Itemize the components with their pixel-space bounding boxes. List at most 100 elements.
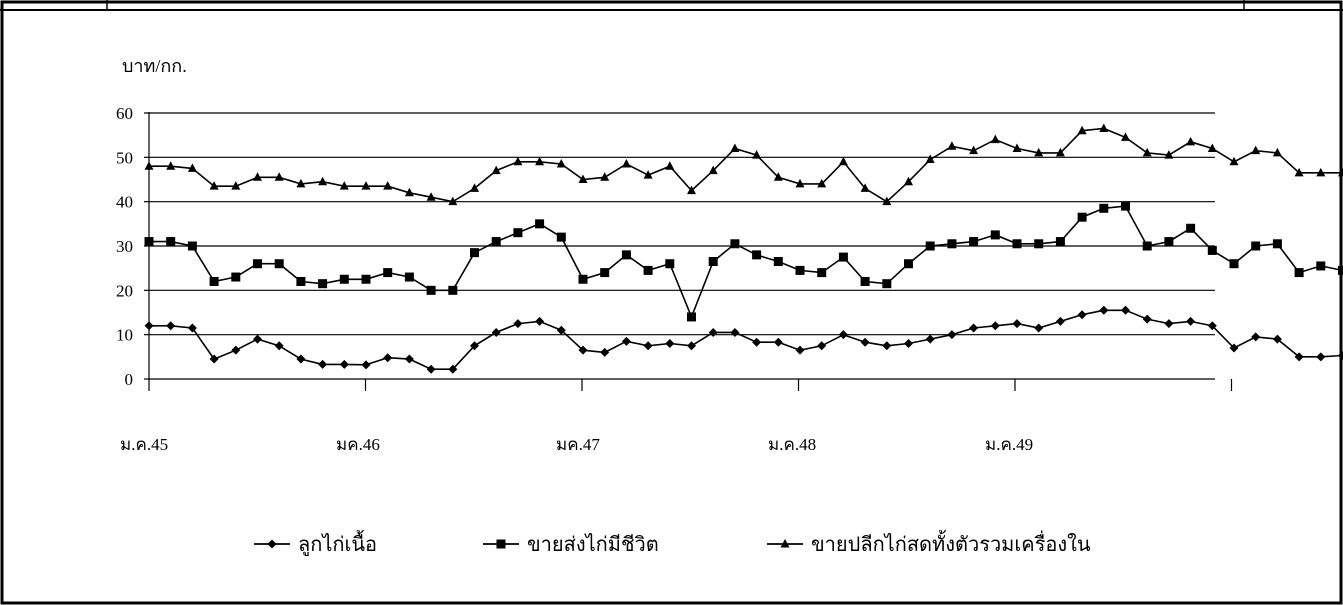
data-point [339,274,349,284]
data-point [496,539,506,549]
data-point [470,341,479,351]
data-point [795,178,805,188]
data-point [1121,132,1130,141]
data-point [1077,125,1087,135]
data-point [1207,143,1217,152]
series-3 [144,123,1343,206]
data-point [556,158,566,168]
legend-label: ขายส่งไก่มีชีวิต [527,533,659,556]
data-point [990,134,1000,144]
data-point [969,237,979,247]
data-point [773,257,783,267]
data-point [556,325,566,335]
data-point [426,285,436,295]
data-point [318,176,328,186]
data-point [404,354,414,364]
data-point [1077,212,1087,222]
data-point [838,252,848,262]
data-point [209,276,219,286]
data-point [404,272,414,282]
data-point [535,219,545,229]
data-point [947,330,957,340]
data-point [1251,145,1261,155]
data-point [1034,147,1044,157]
data-point [231,181,241,190]
data-point [231,345,241,355]
data-point [253,334,262,344]
data-point [296,354,306,364]
data-point [339,359,349,369]
data-point [1142,241,1152,251]
data-point [1186,136,1196,146]
data-point [969,323,979,333]
legend-item: ขายส่งไก่มีชีวิต [483,533,659,556]
data-point [621,250,631,260]
y-tick-label: 0 [125,370,134,389]
series-1 [144,305,1343,374]
data-point [687,341,696,351]
data-point [166,237,176,247]
y-tick-label: 60 [116,104,133,123]
data-point [665,339,675,349]
data-point [1164,319,1174,329]
data-point [1077,310,1087,320]
data-point [187,241,197,251]
data-point [1251,241,1261,251]
data-point [1121,305,1130,315]
data-point [426,192,436,201]
data-point [860,183,870,192]
data-point [491,237,501,247]
data-point [1229,156,1239,166]
y-tick-label: 50 [116,148,133,167]
data-point [752,250,762,260]
data-point [535,156,545,166]
data-point [318,279,328,289]
data-point [296,276,306,286]
data-point [448,285,458,295]
data-point [643,170,653,179]
legend-item: ขายปลีกไก่สดทั้งตัวรวมเครื่องใน [767,530,1091,556]
data-point [383,181,393,190]
data-point [361,360,371,370]
data-point [730,143,740,152]
data-point [274,172,284,181]
data-point [1207,321,1217,331]
data-point [1294,167,1304,177]
data-point [253,172,262,181]
data-point [817,268,827,278]
data-point [817,341,827,351]
data-point [1338,265,1343,275]
data-point [274,341,284,351]
data-point [621,336,631,346]
gridlines [149,112,1215,336]
data-point [404,187,414,197]
data-point [578,274,588,284]
data-point [361,181,371,190]
x-tick-label: ม.ค.49 [985,435,1033,454]
data-point [556,232,566,242]
data-point [643,265,653,275]
data-point [1229,259,1239,269]
data-point [535,316,545,326]
data-point [1164,237,1174,247]
data-point [187,323,197,333]
series [144,123,1343,374]
data-point [665,161,675,170]
data-point [1272,147,1282,157]
data-point [318,359,328,369]
y-tick-label: 20 [116,281,133,300]
y-tick-label: 30 [116,237,133,256]
data-point [752,337,762,347]
data-point [144,237,154,247]
data-point [513,156,523,166]
data-point [904,339,913,349]
data-point [795,265,805,275]
series-line [149,309,1343,371]
data-point [904,176,913,186]
y-tick-label: 10 [116,326,133,345]
data-point [144,321,154,331]
legend-label: ขายปลีกไก่สดทั้งตัวรวมเครื่องใน [811,530,1091,556]
data-point [1229,343,1239,353]
data-point [817,178,827,188]
data-point [1034,323,1044,333]
